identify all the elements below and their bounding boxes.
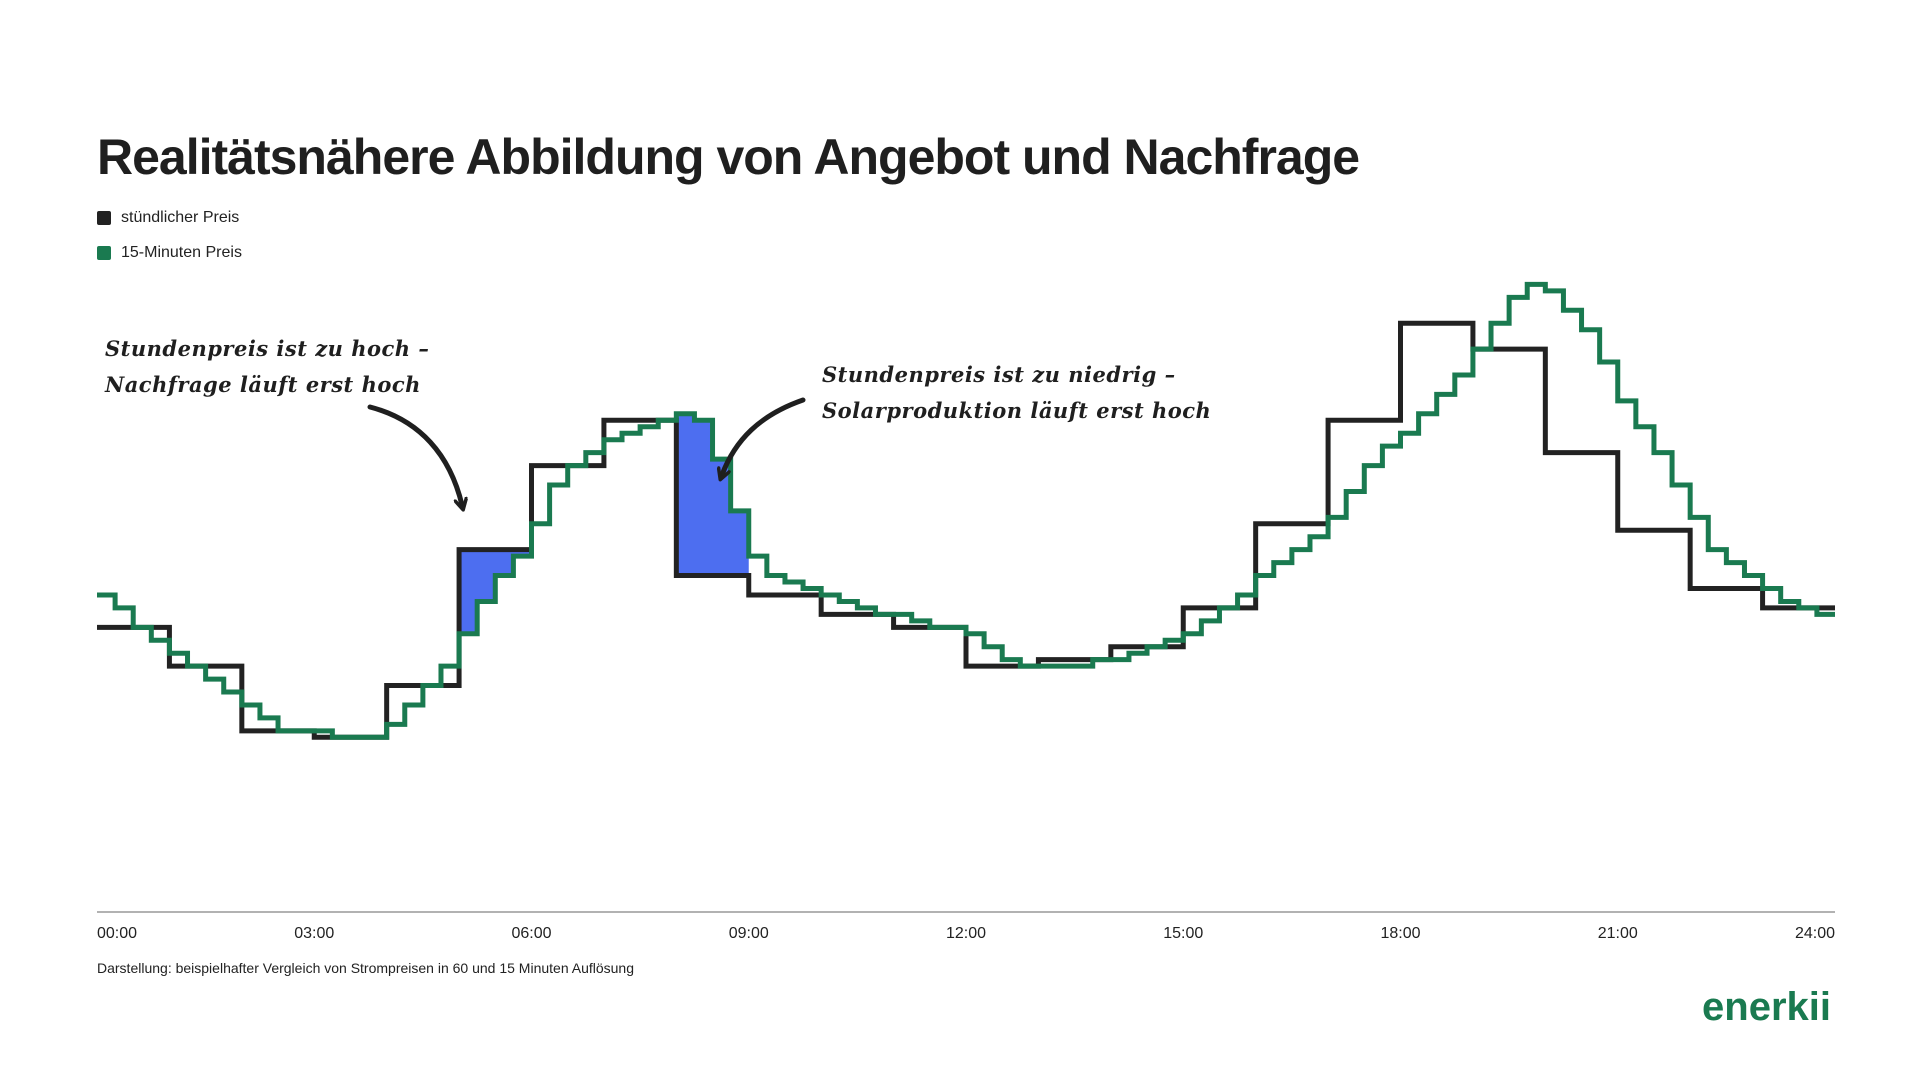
x-tick-label: 00:00 — [97, 925, 137, 942]
x-tick-label: 18:00 — [1380, 925, 1420, 942]
x-tick-label: 21:00 — [1598, 925, 1638, 942]
annotation-right-line1: Stundenpreis ist zu niedrig – — [822, 362, 1176, 387]
chart-caption: Darstellung: beispielhafter Vergleich vo… — [97, 960, 634, 976]
legend-swatch-hourly — [97, 210, 111, 225]
legend: stündlicher Preis 15-Minuten Preis — [97, 200, 242, 270]
legend-item-quarter: 15-Minuten Preis — [97, 235, 242, 270]
annotation-left-arrow — [367, 404, 462, 505]
x-axis-ticks: 00:00 03:00 06:00 09:00 12:00 15:00 18:00 21:00… — [97, 925, 1835, 942]
x-tick-label: 03:00 — [294, 925, 334, 942]
series-layer — [97, 281, 1835, 740]
chart-title: Realitätsnähere Abbildung von Angebot un… — [97, 129, 1360, 185]
legend-label-quarter: 15-Minuten Preis — [121, 243, 242, 261]
highlight-area-underpriced — [676, 413, 749, 576]
series-line-15min — [97, 281, 1835, 740]
legend-item-hourly: stündlicher Preis — [97, 200, 242, 235]
annotation-right-arrow — [722, 397, 806, 475]
legend-label-hourly: stündlicher Preis — [121, 208, 240, 226]
legend-swatch-quarter — [97, 245, 111, 260]
series-line-hourly — [97, 320, 1835, 740]
x-tick-label: 24:00 — [1795, 925, 1835, 942]
annotation-left-line1: Stundenpreis ist zu hoch – — [105, 336, 429, 361]
brand-logo: enerkii — [1702, 985, 1831, 1029]
annotation-left-line2: Nachfrage läuft erst hoch — [104, 372, 421, 397]
x-tick-label: 15:00 — [1163, 925, 1203, 942]
x-tick-label: 09:00 — [729, 925, 769, 942]
x-tick-label: 06:00 — [511, 925, 551, 942]
annotation-right-line2: Solarproduktion läuft erst hoch — [822, 398, 1211, 423]
x-tick-label: 12:00 — [946, 925, 986, 942]
